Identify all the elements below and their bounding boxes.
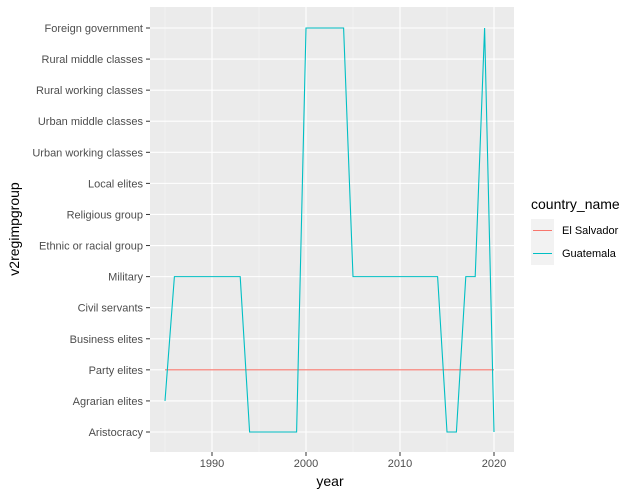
- y-tick-label: Rural working classes: [36, 85, 143, 97]
- y-tick-label: Foreign government: [45, 23, 143, 35]
- y-tick-label: Military: [108, 272, 143, 284]
- y-tick-label: Religious group: [67, 209, 143, 221]
- x-tick-label: 2000: [294, 458, 318, 470]
- x-tick-label: 2020: [482, 458, 506, 470]
- y-tick-label: Local elites: [88, 178, 144, 190]
- legend: country_name El Salvador Guatemala: [531, 196, 620, 265]
- panel-background: [150, 7, 514, 452]
- y-tick-label: Urban middle classes: [38, 116, 144, 128]
- y-tick-label: Urban working classes: [32, 147, 143, 159]
- grid-minor: [164, 7, 448, 452]
- y-axis-title: v2regimpgroup: [6, 182, 22, 276]
- y-axis: Aristocracy Agrarian elites Party elites Bu…: [32, 23, 150, 439]
- y-tick-label: Agrarian elites: [73, 396, 144, 408]
- legend-label: Guatemala: [562, 248, 617, 260]
- y-tick-label: Rural middle classes: [42, 54, 144, 66]
- x-axis: 1990 2000 2010 2020: [200, 452, 506, 470]
- legend-title: country_name: [531, 196, 620, 212]
- y-tick-label: Civil servants: [78, 303, 144, 315]
- series-lines: [164, 27, 495, 433]
- series-line-guatemala: [164, 27, 495, 433]
- x-tick-label: 1990: [200, 458, 224, 470]
- y-tick-label: Business elites: [70, 334, 144, 346]
- legend-label: El Salvador: [562, 225, 619, 237]
- y-tick-label: Party elites: [89, 365, 144, 377]
- x-tick-label: 2010: [388, 458, 412, 470]
- x-axis-title: year: [316, 473, 344, 489]
- y-tick-label: Ethnic or racial group: [39, 241, 143, 253]
- y-tick-label: Aristocracy: [89, 427, 144, 439]
